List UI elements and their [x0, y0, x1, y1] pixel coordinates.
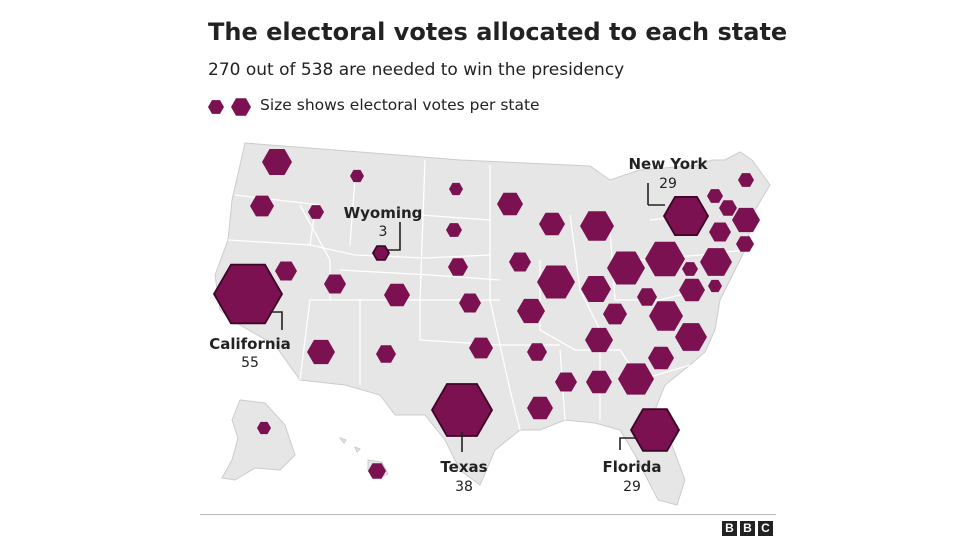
chart-title: The electoral votes allocated to each st… [208, 18, 788, 46]
state-hexagon [527, 396, 553, 420]
texas-label: Texas [440, 458, 487, 476]
state-hexagon [497, 192, 523, 216]
state-hexagon [308, 205, 324, 219]
state-hexagon [679, 278, 705, 302]
state-hexagon [637, 288, 657, 306]
bbc-logo-letter: B [722, 521, 737, 536]
state-hexagon [586, 370, 612, 394]
california-votes: 55 [241, 355, 259, 371]
new-york-label: New York [629, 155, 709, 173]
chart-subtitle: 270 out of 538 are needed to win the pre… [208, 60, 625, 80]
wyoming-leader [388, 222, 401, 251]
wyoming-votes: 3 [379, 224, 388, 240]
state-hexagon [709, 222, 731, 242]
footer-divider [200, 514, 776, 515]
state-hexagon [430, 383, 494, 437]
new-york-votes: 29 [659, 176, 677, 192]
state-hexagon [350, 169, 364, 183]
us-land-shape [214, 142, 771, 506]
state-hexagon [555, 372, 577, 392]
hexagon-size-legend-icon [208, 98, 251, 116]
florida-votes: 29 [623, 479, 641, 495]
state-hexagon [662, 195, 710, 237]
state-hexagon [645, 241, 685, 277]
state-hexagon [446, 223, 462, 237]
state-hexagon [719, 200, 737, 216]
state-hexagon [517, 298, 545, 324]
state-hexagon [384, 283, 410, 307]
state-hexagon [618, 363, 654, 395]
state-hexagon [262, 149, 292, 175]
state-hexagons [212, 149, 760, 479]
legend-label: Size shows electoral votes per state [260, 96, 540, 114]
state-hexagon [368, 463, 386, 479]
state-hexagon [307, 339, 335, 365]
state-hexagon [629, 408, 681, 452]
state-hexagon [469, 337, 493, 359]
state-hexagon [212, 263, 284, 325]
state-hexagon [707, 189, 723, 203]
state-hexagon [371, 245, 391, 261]
state-hexagon [649, 301, 683, 331]
state-hexagon [324, 274, 346, 294]
state-hexagon [700, 248, 732, 276]
state-hexagon [736, 236, 754, 252]
state-hexagon [708, 279, 722, 293]
bbc-logo: B B C [722, 521, 773, 536]
state-hexagon [648, 346, 674, 370]
state-hexagon [675, 323, 707, 351]
florida-leader [619, 437, 635, 450]
state-hexagon [448, 258, 468, 276]
california-label: California [209, 335, 291, 353]
state-hexagon [449, 182, 463, 196]
wyoming-label: Wyoming [344, 204, 423, 222]
texas-votes: 38 [455, 479, 473, 495]
state-hexagon [580, 211, 614, 241]
state-hexagon [585, 327, 613, 353]
state-hexagon [607, 251, 645, 285]
california-leader [270, 311, 283, 330]
state-hexagon [509, 252, 531, 272]
state-hexagon [376, 345, 396, 363]
state-hexagon [527, 343, 547, 361]
state-hexagon [581, 276, 611, 302]
state-hexagon [603, 303, 627, 325]
legend: Size shows electoral votes per state [208, 94, 540, 120]
state-hexagon [738, 173, 754, 187]
state-hexagon [539, 212, 565, 236]
state-hexagon [732, 207, 760, 233]
state-hexagon [537, 265, 575, 299]
bbc-logo-letter: B [740, 521, 755, 536]
state-hexagon [275, 261, 297, 281]
state-hexagon [459, 293, 481, 313]
state-hexagon [250, 195, 274, 217]
state-hexagon [257, 421, 271, 435]
state-hexagon [682, 262, 698, 276]
florida-label: Florida [602, 458, 661, 476]
bbc-logo-letter: C [758, 521, 773, 536]
